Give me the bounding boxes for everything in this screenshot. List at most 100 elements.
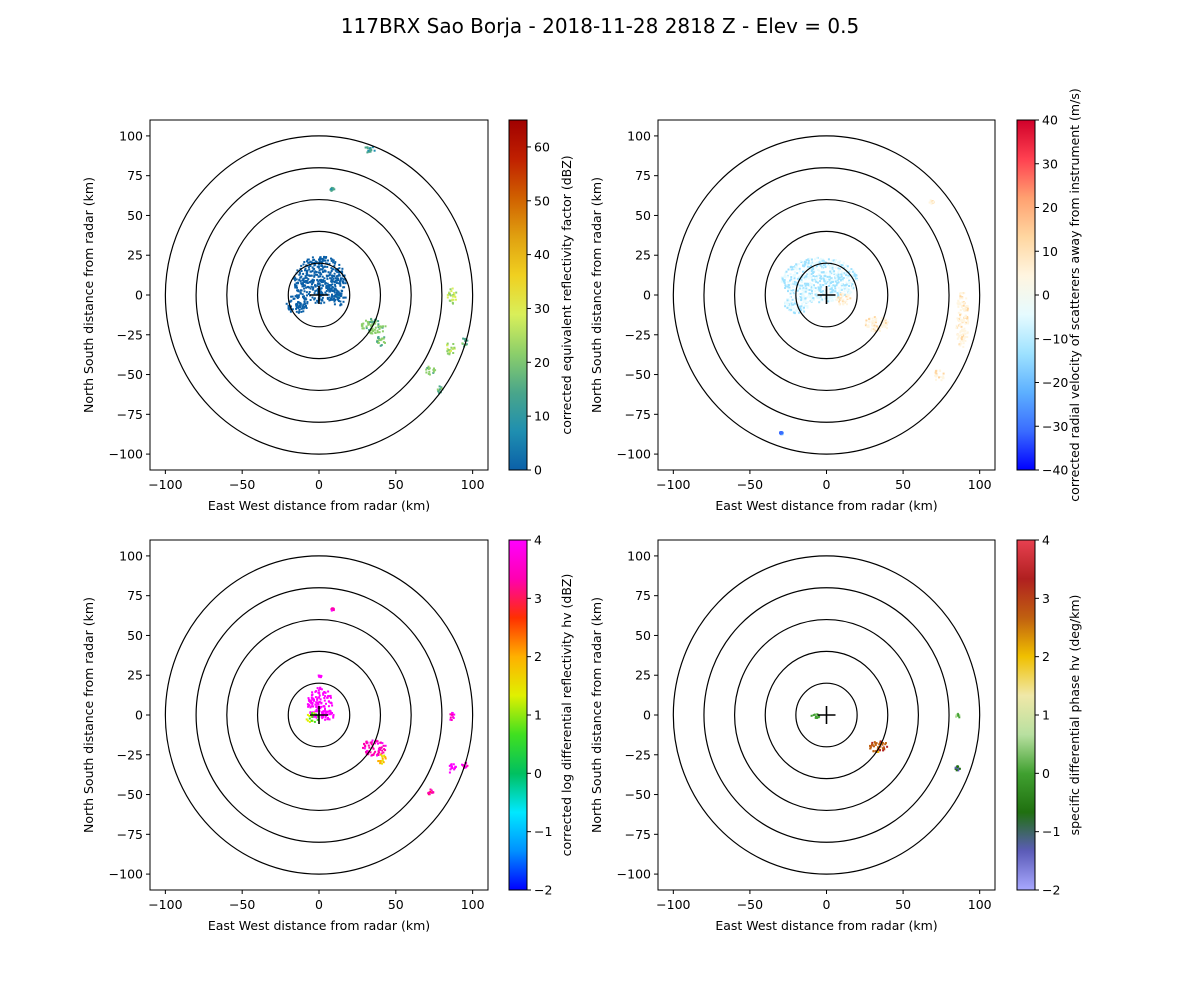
echo-pixel (302, 282, 304, 285)
echo-pixel (837, 267, 840, 270)
y-tick-label: −75 (625, 407, 651, 422)
echo-pixel (954, 767, 957, 770)
echo-pixel (333, 297, 336, 300)
echo-pixel (304, 269, 306, 272)
echo-pixel (428, 373, 431, 376)
echo-pixel (873, 324, 876, 327)
echo-pixel (293, 297, 296, 300)
echo-pixel (805, 283, 808, 286)
echo-pixel (450, 290, 453, 293)
echo-pixel (381, 762, 383, 765)
echo-pixel (320, 278, 323, 281)
echo-pixel (302, 272, 305, 275)
echo-pixel (837, 260, 840, 263)
echo-pixel (376, 331, 379, 334)
y-tick-label: 100 (119, 128, 143, 143)
echo-pixel (784, 272, 787, 274)
echo-pixel (324, 691, 327, 694)
echo-pixel (833, 273, 836, 276)
echo-pixel (334, 283, 336, 286)
echo-pixel (884, 742, 887, 744)
echo-pixel (884, 743, 887, 746)
echo-pixel (306, 286, 309, 289)
panel-top-left: −100 −50 0 50 100−100−75−50−250255075100East… (81, 119, 574, 513)
echo-pixel (832, 289, 835, 292)
echo-pixel (339, 300, 342, 303)
echo-pixel (425, 368, 428, 371)
echo-pixel (427, 372, 430, 375)
echo-pixel (886, 323, 888, 326)
echo-pixel (830, 286, 833, 289)
echo-pixel (313, 292, 316, 295)
echo-cell (934, 369, 945, 382)
echo-pixel (314, 715, 317, 718)
echo-pixel (334, 295, 336, 298)
echo-pixel (378, 746, 381, 749)
echo-pixel (381, 330, 384, 333)
colorbar-tick-label: 1 (1042, 708, 1050, 723)
echo-pixel (940, 379, 943, 382)
echo-pixel (880, 316, 883, 319)
echo-pixel (810, 260, 813, 263)
echo-pixel (812, 714, 815, 717)
echo-pixel (845, 274, 848, 277)
echo-pixel (804, 261, 807, 264)
echo-pixel (374, 326, 377, 329)
echo-pixel (299, 276, 302, 279)
echo-pixel (829, 291, 832, 294)
echo-pixel (364, 146, 367, 149)
echo-pixel (302, 307, 305, 310)
echo-pixel (824, 275, 827, 278)
echo-pixel (379, 741, 382, 744)
echo-pixel (929, 200, 932, 203)
echo-pixel (811, 288, 814, 291)
echo-pixel (319, 284, 322, 287)
echo-pixel (841, 300, 844, 303)
echo-pixel (817, 273, 820, 276)
echo-pixel (956, 337, 959, 340)
echo-pixel (966, 331, 969, 334)
echo-pixel (808, 296, 811, 299)
echo-pixel (301, 307, 304, 310)
echo-pixel (794, 274, 796, 276)
echo-pixel (319, 707, 322, 710)
echo-pixel (810, 295, 813, 298)
echo-pixel (324, 716, 327, 719)
echo-pixel (874, 750, 877, 753)
echo-pixel (317, 275, 320, 278)
echo-pixel (327, 710, 330, 713)
echo-pixel (316, 710, 318, 713)
echo-pixel (959, 340, 962, 343)
echo-pixel (316, 288, 319, 291)
echo-pixel (813, 284, 815, 287)
echo-pixel (850, 291, 853, 294)
echo-pixel (320, 302, 323, 305)
echo-pixel (371, 746, 374, 749)
echo-pixel (330, 288, 333, 291)
colorbar-label: corrected equivalent reflectivity factor… (559, 155, 574, 434)
echo-pixel (322, 266, 325, 269)
echo-pixel (874, 743, 877, 746)
echo-pixel (311, 283, 313, 286)
echo-pixel (960, 325, 963, 328)
echo-pixel (300, 270, 303, 272)
echo-pixel (343, 296, 346, 299)
echo-pixel (795, 281, 798, 284)
echo-pixel (302, 310, 305, 313)
echo-pixel (335, 295, 338, 298)
echo-pixel (843, 286, 846, 289)
echo-cell (377, 753, 387, 765)
echo-pixel (793, 275, 796, 278)
echo-pixel (319, 288, 321, 291)
echo-pixel (437, 390, 440, 393)
echo-pixel (804, 269, 806, 272)
range-ring-100km (164, 555, 474, 875)
echo-pixel (303, 287, 306, 290)
echo-pixel (801, 294, 804, 297)
echo-pixel (938, 369, 941, 372)
x-tick-label: 100 (968, 897, 992, 912)
colorbar-tick-label: 0 (1042, 766, 1050, 781)
echo-pixel (383, 748, 386, 751)
echo-pixel (331, 607, 334, 610)
